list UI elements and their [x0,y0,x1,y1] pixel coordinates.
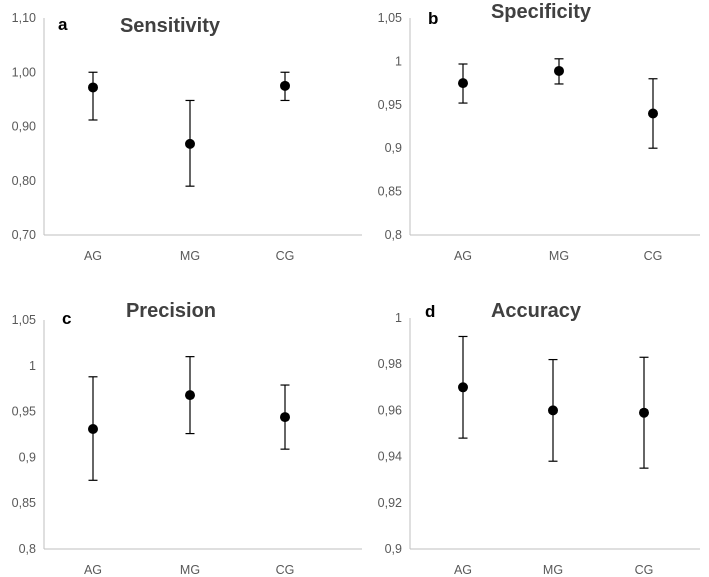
panel-a-x-tick-label: CG [276,249,295,263]
panel-a-data-point [185,138,195,149]
panel-a-y-tick-label: 1,00 [12,65,36,79]
panel-d-data-point [458,382,468,393]
panel-c-x-tick-label: AG [84,563,102,577]
panel-d-y-tick-label: 1 [395,311,402,325]
panel-c-y-tick-label: 0,85 [12,496,36,510]
panel-d-y-tick-label: 0,98 [378,357,402,371]
panel-c-data-point [185,390,195,401]
panel-a-y-tick-label: 0,80 [12,174,36,188]
panel-d-y-tick-label: 0,9 [385,542,402,556]
panel-d-y-tick-label: 0,94 [378,450,402,464]
panel-b-y-tick-label: 0,95 [378,98,402,112]
panel-b-y-tick-label: 0,85 [378,185,402,199]
panel-a-x-tick-label: AG [84,249,102,263]
panel-c-x-tick-label: CG [276,563,295,577]
panel-c-y-tick-label: 1 [29,359,36,373]
panel-d-data-point [548,405,558,416]
panel-b-x-tick-label: MG [549,249,569,263]
panel-d-y-tick-label: 0,96 [378,403,402,417]
panel-c-x-tick-label: MG [180,563,200,577]
panel-b-x-tick-label: CG [644,249,663,263]
panel-d-x-tick-label: CG [635,563,654,577]
panel-b-y-tick-label: 1,05 [378,11,402,25]
panel-a-y-tick-label: 0,90 [12,120,36,134]
panel-d-data-point [639,407,649,418]
panel-a-y-tick-label: 0,70 [12,228,36,242]
panel-c-letter: c [62,309,71,328]
panel-d-title: Accuracy [491,300,582,322]
panel-a-y-tick-label: 1,10 [12,11,36,25]
panel-c-title: Precision [126,300,216,322]
panel-b-data-point [458,78,468,89]
panel-a-data-point [88,82,98,93]
panel-b-data-point [554,65,564,76]
panel-c-y-tick-label: 0,9 [19,450,36,464]
panel-b-data-point [648,108,658,119]
panel-b-title: Specificity [491,1,592,23]
panel-a-title: Sensitivity [120,15,221,37]
panel-d-letter: d [425,302,435,321]
panel-d-y-tick-label: 0,92 [378,496,402,510]
panel-b-y-tick-label: 0,9 [385,141,402,155]
panel-a-x-tick-label: MG [180,249,200,263]
panel-c-y-tick-label: 0,95 [12,405,36,419]
panel-a-data-point [280,80,290,91]
panel-d-x-tick-label: MG [543,563,563,577]
panel-c-data-point [88,424,98,435]
panel-c-data-point [280,412,290,423]
panel-b-x-tick-label: AG [454,249,472,263]
panel-b-letter: b [428,9,438,28]
panel-d-x-tick-label: AG [454,563,472,577]
panel-b-y-tick-label: 1 [395,54,402,68]
panel-b-y-tick-label: 0,8 [385,228,402,242]
panel-c-y-tick-label: 0,8 [19,542,36,556]
panel-c-y-tick-label: 1,05 [12,313,36,327]
panel-a-letter: a [58,15,68,34]
